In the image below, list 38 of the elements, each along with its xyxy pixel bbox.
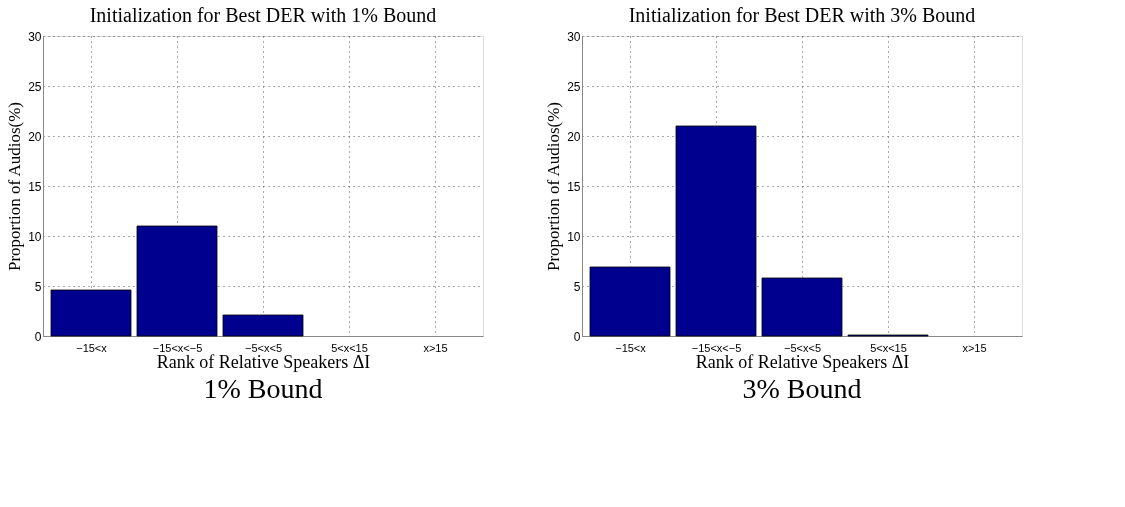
x-tick-label: x>15 (423, 341, 448, 354)
y-tick-label: 30 (567, 29, 581, 44)
bar (136, 225, 218, 337)
text: 1% Bound (203, 373, 323, 404)
y-tick-label: 10 (567, 229, 581, 244)
y-tick-label: 20 (28, 129, 42, 144)
x-tick-label: −15<x (615, 341, 647, 354)
bar (675, 125, 757, 337)
chart-title: Initialization for Best DER with 3% Bound (628, 4, 976, 26)
y-tick-label: 10 (28, 229, 42, 244)
y-tick-label: 0 (573, 329, 581, 344)
x-tick-label: 5<x<15 (331, 341, 368, 354)
y-tick-label: 30 (28, 29, 42, 44)
y-tick-label: 5 (34, 279, 42, 294)
y-axis-title: Proportion of Audios(%) (5, 101, 25, 272)
y-axis-title: Proportion of Audios(%) (544, 101, 564, 272)
y-tick-label: 5 (573, 279, 581, 294)
bar (589, 266, 671, 337)
x-tick-label: 5<x<15 (870, 341, 907, 354)
text: 3% Bound (742, 373, 862, 404)
y-tick-label: 20 (567, 129, 581, 144)
y-tick-label: 0 (34, 329, 42, 344)
x-axis-title: Rank of Relative Speakers ΔI (156, 351, 371, 372)
y-tick-label: 25 (28, 79, 42, 94)
y-tick-label: 15 (28, 179, 42, 194)
bar (222, 314, 304, 337)
chart-title: Initialization for Best DER with 1% Bound (89, 4, 437, 26)
bar (50, 289, 132, 337)
y-tick-label: 25 (567, 79, 581, 94)
x-tick-label: −15<x<−5 (152, 341, 203, 354)
x-tick-label: x>15 (962, 341, 987, 354)
x-tick-label: −5<x<5 (783, 341, 822, 354)
x-axis-title: Rank of Relative Speakers ΔI (695, 351, 910, 372)
x-tick-label: −5<x<5 (244, 341, 283, 354)
x-tick-label: −15<x<−5 (691, 341, 742, 354)
y-tick-label: 15 (567, 179, 581, 194)
x-tick-label: −15<x (76, 341, 108, 354)
bar (761, 277, 843, 337)
